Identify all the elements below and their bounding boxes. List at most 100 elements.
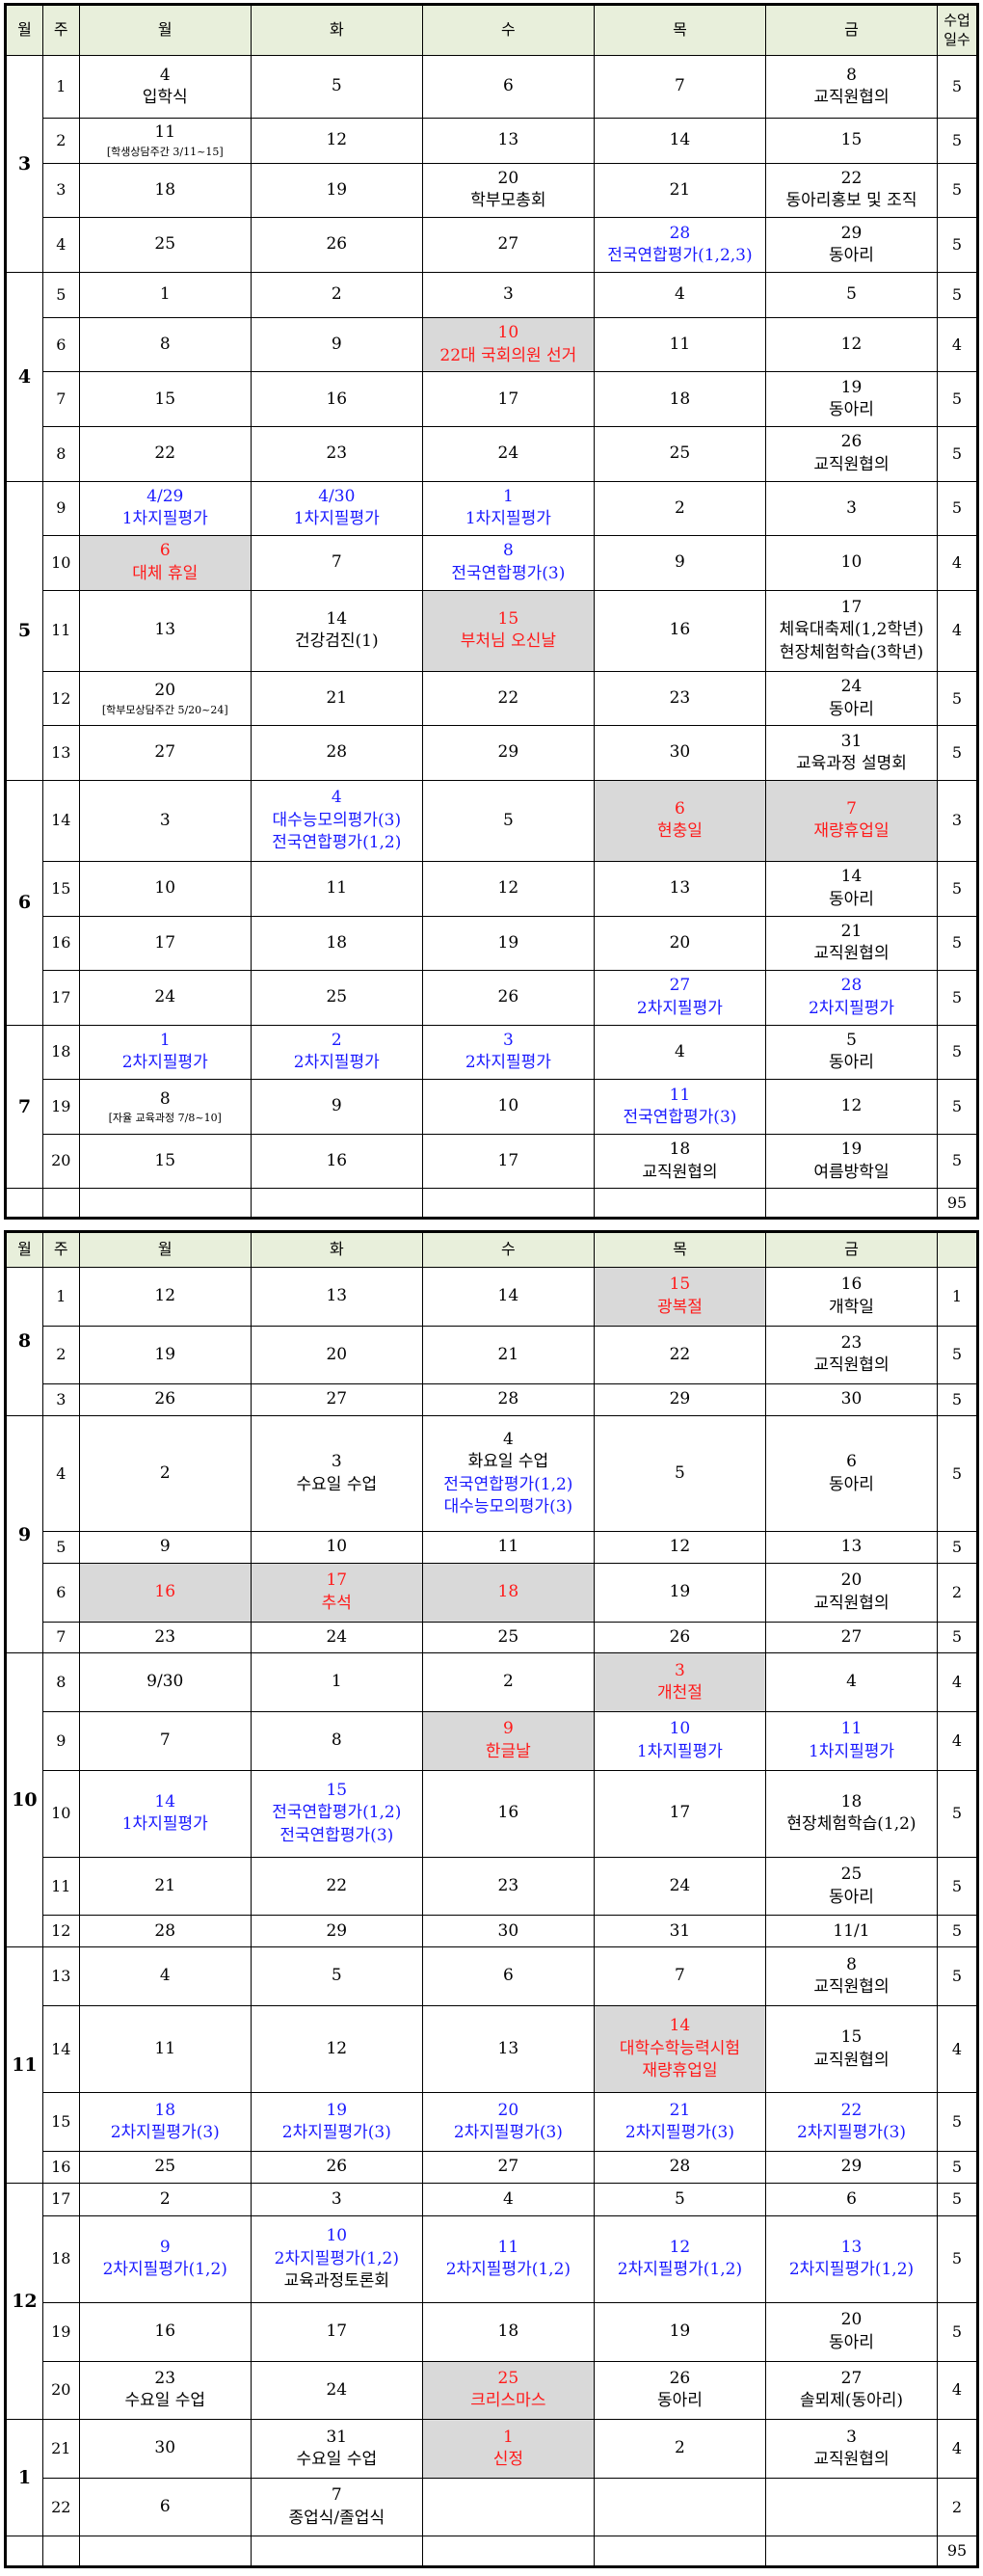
class-days-count: 2 (937, 1562, 977, 1623)
day-cell-tue: 3 수요일 수업 (250, 1415, 423, 1533)
day-event: 전국연합평가(1,2) (272, 1803, 402, 1823)
day-cell-thu: 21 2차지필평가(3) (593, 2092, 766, 2152)
day-cell-tue: 10 (250, 1531, 423, 1564)
day-cell-fri: 31 교육과정 설명회 (764, 725, 939, 781)
day-event: 2차지필평가 (293, 1053, 380, 1073)
day-cell-mon: 23 (78, 1621, 252, 1654)
day-cell-fri: 28 2차지필평가 (764, 970, 939, 1026)
day-cell-fri: 25 동아리 (764, 1856, 939, 1917)
week-number: 19 (41, 1079, 80, 1135)
day-cell-fri: 16 개학일 (764, 1267, 939, 1327)
class-days-count: 5 (937, 1325, 977, 1385)
day-event: 동아리 (656, 2391, 703, 2411)
day-date: 17 (154, 932, 176, 953)
day-cell-mon: 6 대체 휴일 (78, 535, 252, 591)
week-row: 12 20 [학부모상담주간 5/20~24] 21 22 23 24 동아리 5 (7, 670, 977, 727)
day-event: 2차지필평가(1,2) (102, 2260, 227, 2280)
week-row: 16 17 18 19 20 21 교직원협의 5 (7, 915, 977, 972)
day-date: 6 (502, 76, 514, 96)
day-cell-mon: 15 (78, 371, 252, 427)
day-date: 4 (502, 2188, 514, 2209)
day-cell-thu: 19 (593, 1562, 766, 1623)
day-cell-wed: 21 (421, 1325, 595, 1385)
day-cell-thu: 21 (593, 162, 766, 219)
class-days-count: 1 (937, 1267, 977, 1327)
week-number: 2 (41, 117, 80, 164)
day-event: 교직원협의 (813, 1977, 890, 1998)
class-days-count: 5 (937, 1415, 977, 1533)
day-date: 26 (669, 1626, 691, 1647)
day-date: 26 (326, 234, 348, 255)
class-days-count: 5 (937, 1946, 977, 2006)
day-event: [학생상담주간 3/11~15] (106, 145, 224, 158)
class-days-count: 5 (937, 117, 977, 164)
header-class-days (937, 1232, 977, 1268)
semester1-table: 월 주 월 화 수 목 금 수업일수 3 1 4 입학식 5 6 7 8 교직원협의 5 2 11 [학… (6, 5, 977, 1218)
day-cell-wed: 12 (421, 861, 595, 917)
week-number: 7 (41, 371, 80, 427)
class-days-count: 5 (937, 1024, 977, 1081)
day-cell-mon: 8 [자율 교육과정 7/8~10] (78, 1079, 252, 1135)
day-cell-wed: 20 2차지필평가(3) (421, 2092, 595, 2152)
day-event: 1차지필평가 (121, 509, 208, 529)
day-event: 전국연합평가(1,2) (443, 1474, 573, 1494)
week-row: 6 16 17 추석 18 19 20 교직원협의 2 (7, 1562, 977, 1623)
week-row: 15 18 2차지필평가(3) 19 2차지필평가(3) 20 2차지필평가(3) 21 2차지… (7, 2092, 977, 2152)
day-date: 1 (502, 486, 514, 506)
day-date: 4 (159, 1966, 171, 1986)
day-date: 7 (675, 1966, 685, 1986)
week-row: 8 22 23 24 25 26 교직원협의 5 (7, 426, 977, 482)
day-date: 24 (669, 1875, 691, 1895)
day-cell-mon: 28 (78, 1915, 252, 1948)
class-days-count: 4 (937, 2419, 977, 2479)
day-cell-tue: 7 (250, 535, 423, 591)
day-date: 20 (497, 2100, 519, 2120)
day-cell-thu: 19 (593, 2302, 766, 2362)
header-mon: 월 (78, 5, 252, 56)
day-cell-wed: 10 (421, 1079, 595, 1135)
day-date: 6 (159, 541, 171, 561)
day-event: 전국연합평가(3) (623, 1107, 737, 1127)
day-cell-mon: 21 (78, 1856, 252, 1917)
day-date: 19 (154, 1344, 176, 1364)
class-days-count: 5 (937, 1133, 977, 1190)
day-date: 23 (497, 1875, 519, 1895)
day-date: 5 (331, 1966, 342, 1986)
week-row: 4 25 26 27 28 전국연합평가(1,2,3) 29 동아리 5 (7, 217, 977, 273)
week-row: 11 13 4 5 6 7 8 교직원협의 5 (6, 1946, 977, 2184)
day-cell-tue: 24 (250, 1621, 423, 1654)
day-cell-fri: 3 교직원협의 (764, 2419, 939, 2479)
header-fri: 금 (764, 1232, 939, 1268)
week-row: 19 16 17 18 19 20 동아리 5 (7, 2302, 977, 2362)
class-days-count: 5 (937, 2302, 977, 2362)
day-date: 7 (331, 552, 342, 573)
day-event: 1차지필평가 (121, 1814, 208, 1835)
day-date: 11 (669, 1085, 691, 1105)
day-date: 24 (326, 2379, 348, 2400)
day-date: 2 (331, 1031, 342, 1050)
day-cell-thu: 25 (593, 426, 766, 482)
week-number: 15 (41, 861, 80, 917)
week-number: 20 (41, 1133, 80, 1190)
header-thu: 목 (593, 5, 766, 56)
header-row: 월 주 월 화 수 목 금 (6, 1232, 977, 1268)
day-event: 여름방학일 (813, 1162, 890, 1182)
day-date: 29 (669, 1389, 691, 1409)
day-date: 22 (840, 2100, 863, 2120)
day-cell-fri: 14 동아리 (764, 861, 939, 917)
total-row-blank (6, 2536, 43, 2566)
day-cell-tue: 23 (250, 426, 423, 482)
day-date: 20 (669, 932, 691, 953)
day-date: 13 (497, 2038, 519, 2058)
day-date: 29 (326, 1920, 348, 1941)
day-event: 1차지필평가 (465, 509, 551, 529)
day-date: 8 (502, 541, 514, 561)
day-date: 4/30 (318, 486, 356, 506)
week-row: 7 15 16 17 18 19 동아리 5 (7, 371, 977, 427)
day-date: 9 (331, 334, 342, 354)
day-date: 28 (669, 223, 691, 243)
day-cell-thu: 12 (593, 1531, 766, 1564)
day-date: 21 (326, 687, 348, 708)
day-cell-thu: 18 (593, 371, 766, 427)
week-number: 21 (41, 2419, 80, 2479)
